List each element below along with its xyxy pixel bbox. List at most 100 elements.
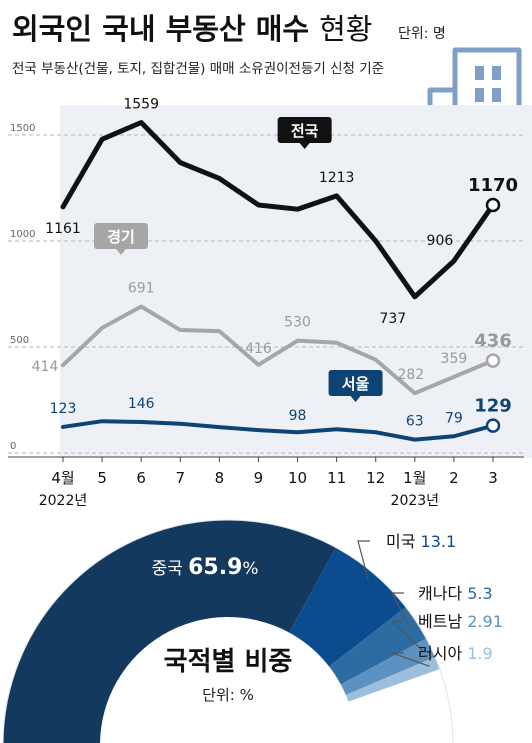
data-label: 1161 <box>45 221 81 237</box>
pie-label: 베트남 2.91 <box>418 612 503 631</box>
x-tick-label: 12 <box>366 469 385 487</box>
end-point-marker <box>485 197 501 213</box>
data-label: 414 <box>32 359 59 375</box>
pie-slice-1 <box>289 547 406 667</box>
series-badge-pointer <box>116 249 126 255</box>
x-tick-label: 9 <box>254 469 264 487</box>
end-point-marker <box>485 418 501 433</box>
data-point <box>257 364 259 366</box>
leader-line <box>391 652 430 667</box>
pie-label-value: 1.9 <box>467 644 492 663</box>
data-point <box>414 296 416 298</box>
x-tick-label: 7 <box>175 469 185 487</box>
series-line-1 <box>61 304 495 396</box>
data-label: 98 <box>289 408 307 424</box>
line-series: 1161 1559 1213 737 906 1170 전국 414 691 416 530 282 3… <box>32 96 518 442</box>
pie-title: 국적별 비중 <box>164 647 293 677</box>
data-point <box>375 431 377 433</box>
data-point <box>453 260 455 262</box>
data-point <box>218 426 220 428</box>
data-label: 146 <box>128 396 155 412</box>
data-point <box>140 306 142 308</box>
x-tick-label: 6 <box>136 469 146 487</box>
x-tick-label: 10 <box>288 469 307 487</box>
data-label: 1170 <box>468 175 518 196</box>
data-label: 282 <box>397 367 424 383</box>
leader-line <box>357 540 370 581</box>
page-title: 외국인 국내 부동산 매수 현황 <box>12 12 372 46</box>
data-point <box>101 327 103 329</box>
unit-label: 단위: 명 <box>398 26 446 42</box>
end-point-marker <box>485 353 501 368</box>
pie-slice-2 <box>329 607 427 685</box>
pie-label-value: 65.9 <box>188 555 242 580</box>
data-point <box>375 240 377 242</box>
data-point <box>453 435 455 437</box>
series-name: 전국 <box>291 122 319 140</box>
data-label: 129 <box>474 396 512 417</box>
pie-slice-3 <box>340 638 436 695</box>
x-tick-label: 3 <box>488 469 498 487</box>
series-badge-pointer <box>299 143 310 149</box>
x-tick-label: 4월 <box>51 469 74 487</box>
y-tick-label: 1500 <box>10 123 35 134</box>
data-label: 1559 <box>123 96 159 112</box>
data-label: 359 <box>441 351 468 367</box>
pie-label-name: 러시아 <box>418 644 467 663</box>
data-label: 1213 <box>319 170 355 186</box>
x-tick-label: 2 <box>449 469 459 487</box>
data-point <box>218 177 220 179</box>
data-label: 906 <box>427 233 454 249</box>
series-badge-pointer <box>350 396 361 402</box>
y-tick-label: 1000 <box>10 229 35 240</box>
pie-label: 중국 65.9% <box>151 555 258 580</box>
pie-label-name: 중국 <box>151 559 188 579</box>
data-label: 416 <box>245 341 272 357</box>
data-point <box>179 162 181 164</box>
data-point <box>257 204 259 206</box>
pie-outline <box>2 519 454 743</box>
pie-label-value: 2.91 <box>467 612 503 631</box>
pie-label-value: 5.3 <box>467 584 492 603</box>
pie-label-name: 베트남 <box>418 612 467 631</box>
series-line-0 <box>60 119 496 300</box>
leader-line <box>391 592 411 628</box>
pie-label: 미국 13.1 <box>386 532 456 551</box>
x-tick-label: 8 <box>215 469 225 487</box>
data-point <box>140 421 142 423</box>
series-badge <box>328 370 383 396</box>
y-tick-label: 0 <box>10 441 16 452</box>
x-tick-label: 11 <box>327 469 346 487</box>
x-axis: 4월 5 6 7 8 9 10 11 12 1월 2 3 2022년 2023년 <box>8 456 524 509</box>
y-tick-label: 500 <box>10 335 29 346</box>
x-tick-label: 5 <box>97 469 107 487</box>
data-point <box>179 329 181 331</box>
data-point <box>336 428 338 430</box>
x-tick-label: 1월 <box>403 469 426 487</box>
year-label: 2023년 <box>391 493 440 509</box>
series-line-2 <box>61 419 495 442</box>
leader-line <box>390 620 424 652</box>
data-point <box>414 392 416 394</box>
data-point <box>453 376 455 378</box>
series-badge <box>277 117 332 143</box>
plot-area <box>60 105 532 458</box>
data-label: 530 <box>284 315 311 331</box>
series-badge <box>94 223 148 249</box>
data-point <box>62 206 64 208</box>
data-point <box>62 364 64 366</box>
pie-label-suffix: % <box>242 559 258 579</box>
data-label: 691 <box>128 281 155 297</box>
data-point <box>414 439 416 441</box>
pie-label-name: 캐나다 <box>418 584 467 603</box>
data-point <box>336 195 338 197</box>
data-label: 436 <box>474 331 512 352</box>
data-point <box>101 138 103 140</box>
pie-slice-4 <box>345 657 440 703</box>
data-point <box>297 208 299 210</box>
series-name: 서울 <box>342 375 370 393</box>
pie-label-name: 미국 <box>386 532 421 551</box>
data-point <box>179 423 181 425</box>
